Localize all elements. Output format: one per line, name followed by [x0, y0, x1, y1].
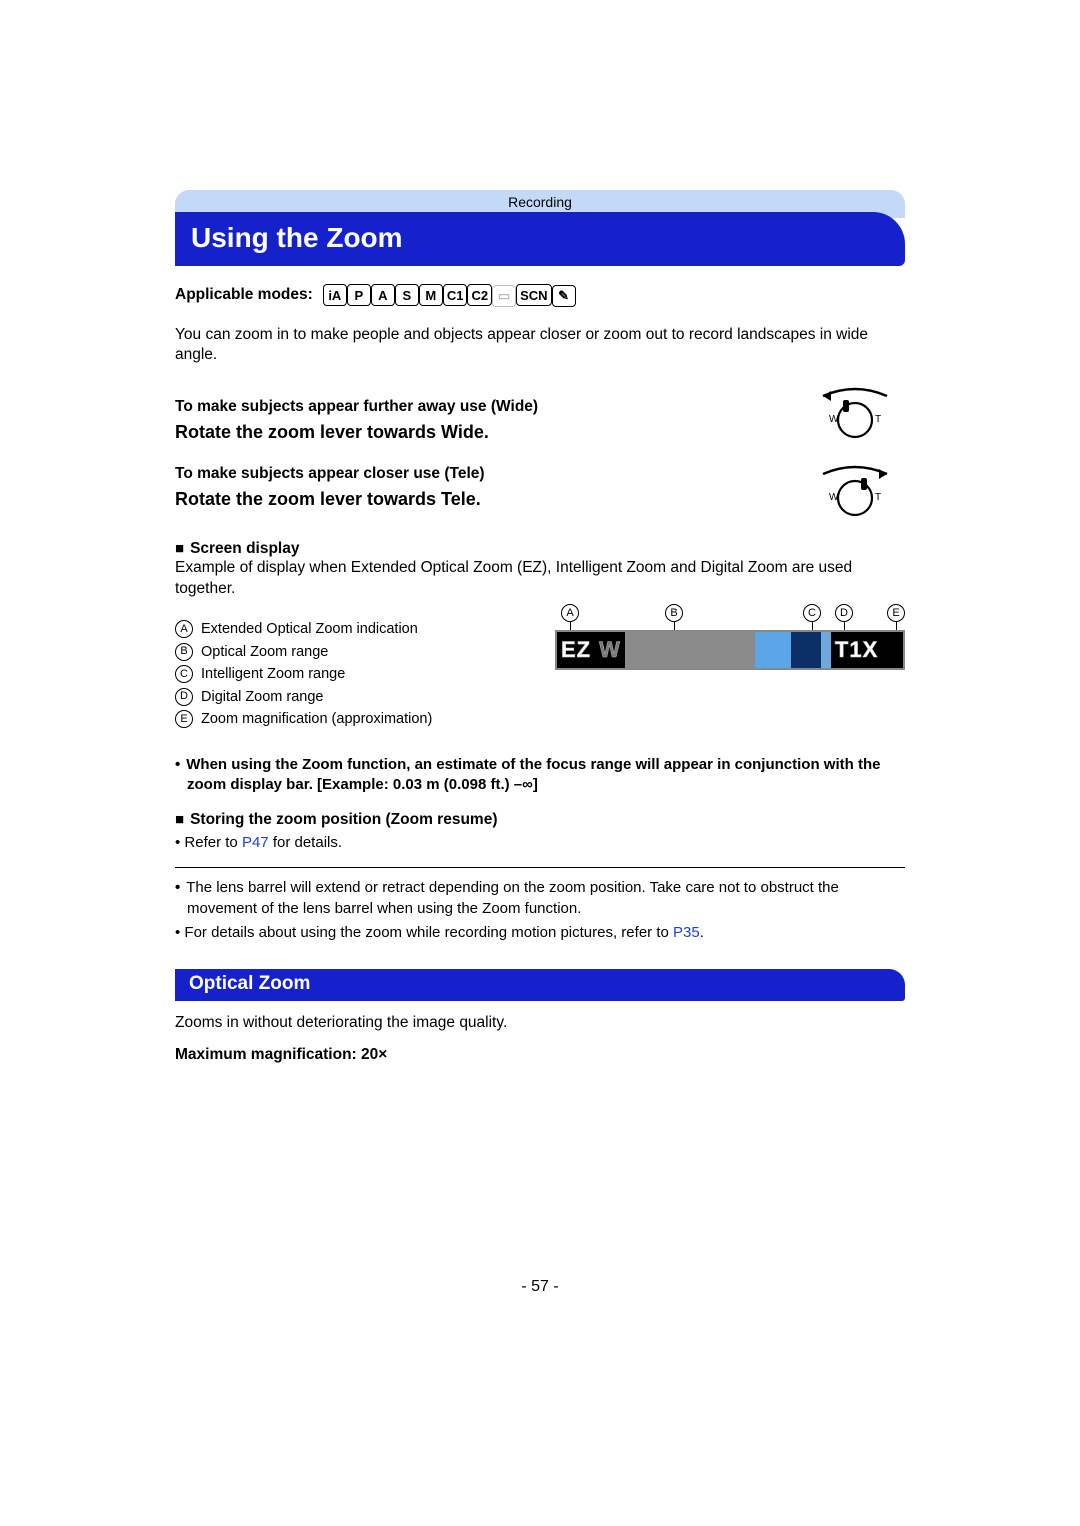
- svg-text:T: T: [875, 414, 881, 425]
- mode-✎: ✎: [552, 285, 576, 307]
- zoom-resume-heading: Storing the zoom position (Zoom resume): [175, 811, 905, 829]
- zoom-lever-tele-icon: W T: [805, 462, 905, 518]
- zoom-bar-segment: [755, 632, 791, 668]
- legend-marker-d: D: [175, 688, 193, 706]
- wide-heading: To make subjects appear further away use…: [175, 398, 785, 416]
- zoom-bar-t-label: T1X: [831, 632, 882, 668]
- zoom-resume-text: • Refer to P47 for details.: [175, 833, 905, 853]
- zoom-bar-ez-label: EZ: [557, 632, 595, 668]
- legend-text-d: Digital Zoom range: [201, 686, 324, 708]
- zoom-legend: A Extended Optical Zoom indication B Optic…: [175, 618, 535, 730]
- zoom-lever-diagrams: W T W T: [805, 384, 905, 518]
- page-number: - 57 -: [0, 1278, 1080, 1296]
- mode-ia: iA: [323, 284, 347, 306]
- tele-heading: To make subjects appear closer use (Tele…: [175, 465, 785, 483]
- intro-text: You can zoom in to make people and objec…: [175, 325, 905, 367]
- optical-zoom-title: Optical Zoom: [175, 969, 905, 1001]
- mode-a: A: [371, 284, 395, 306]
- zoom-bar-segment: [791, 632, 821, 668]
- mode-scn: SCN: [516, 284, 551, 306]
- zoom-bar-diagram: A B CD E EZ W T1X: [555, 604, 905, 670]
- zoom-bar-segment: [625, 632, 755, 668]
- caution-motion-picture: • For details about using the zoom while…: [175, 923, 905, 943]
- legend-text-a: Extended Optical Zoom indication: [201, 618, 418, 640]
- caution-lens-barrel: The lens barrel will extend or retract d…: [175, 878, 905, 919]
- tele-instruction: Rotate the zoom lever towards Tele.: [175, 489, 785, 510]
- page-title: Using the Zoom: [175, 212, 905, 266]
- optical-zoom-max: Maximum magnification: 20×: [175, 1046, 905, 1064]
- legend-text-b: Optical Zoom range: [201, 641, 328, 663]
- legend-text-c: Intelligent Zoom range: [201, 663, 345, 685]
- screen-display-desc: Example of display when Extended Optical…: [175, 558, 905, 600]
- legend-marker-e: E: [175, 710, 193, 728]
- mode-c2: C2: [467, 284, 492, 306]
- optical-zoom-desc: Zooms in without deteriorating the image…: [175, 1013, 905, 1034]
- legend-marker-a: A: [175, 620, 193, 638]
- mode-c1: C1: [443, 284, 468, 306]
- mode-p: P: [347, 284, 371, 306]
- mode-s: S: [395, 284, 419, 306]
- divider: [175, 867, 905, 868]
- zoom-bar-callout-e: E: [887, 604, 905, 630]
- svg-text:W: W: [829, 414, 839, 425]
- zoom-bar-callout-a: A: [561, 604, 579, 630]
- zoom-bar-w-label: W: [595, 632, 625, 668]
- svg-text:W: W: [829, 492, 839, 503]
- link-p47[interactable]: P47: [242, 834, 269, 851]
- mode-▭: ▭: [492, 285, 516, 307]
- legend-marker-c: C: [175, 665, 193, 683]
- mode-m: M: [419, 284, 443, 306]
- applicable-modes-label: Applicable modes:: [175, 286, 313, 304]
- applicable-modes-row: Applicable modes: iAPASMC1C2▭SCN✎: [175, 284, 905, 307]
- link-p35[interactable]: P35: [673, 924, 700, 941]
- wide-instruction: Rotate the zoom lever towards Wide.: [175, 422, 785, 443]
- zoom-bar-callout-d: D: [835, 604, 853, 630]
- legend-text-e: Zoom magnification (approximation): [201, 708, 432, 730]
- zoom-bar-callout-c: C: [803, 604, 821, 630]
- legend-marker-b: B: [175, 643, 193, 661]
- svg-text:T: T: [875, 492, 881, 503]
- focus-range-note: When using the Zoom function, an estimat…: [175, 755, 905, 796]
- screen-display-heading: Screen display: [175, 540, 905, 558]
- zoom-bar-callout-b: B: [665, 604, 683, 630]
- zoom-bar-segment: [821, 632, 831, 668]
- zoom-lever-wide-icon: W T: [805, 384, 905, 440]
